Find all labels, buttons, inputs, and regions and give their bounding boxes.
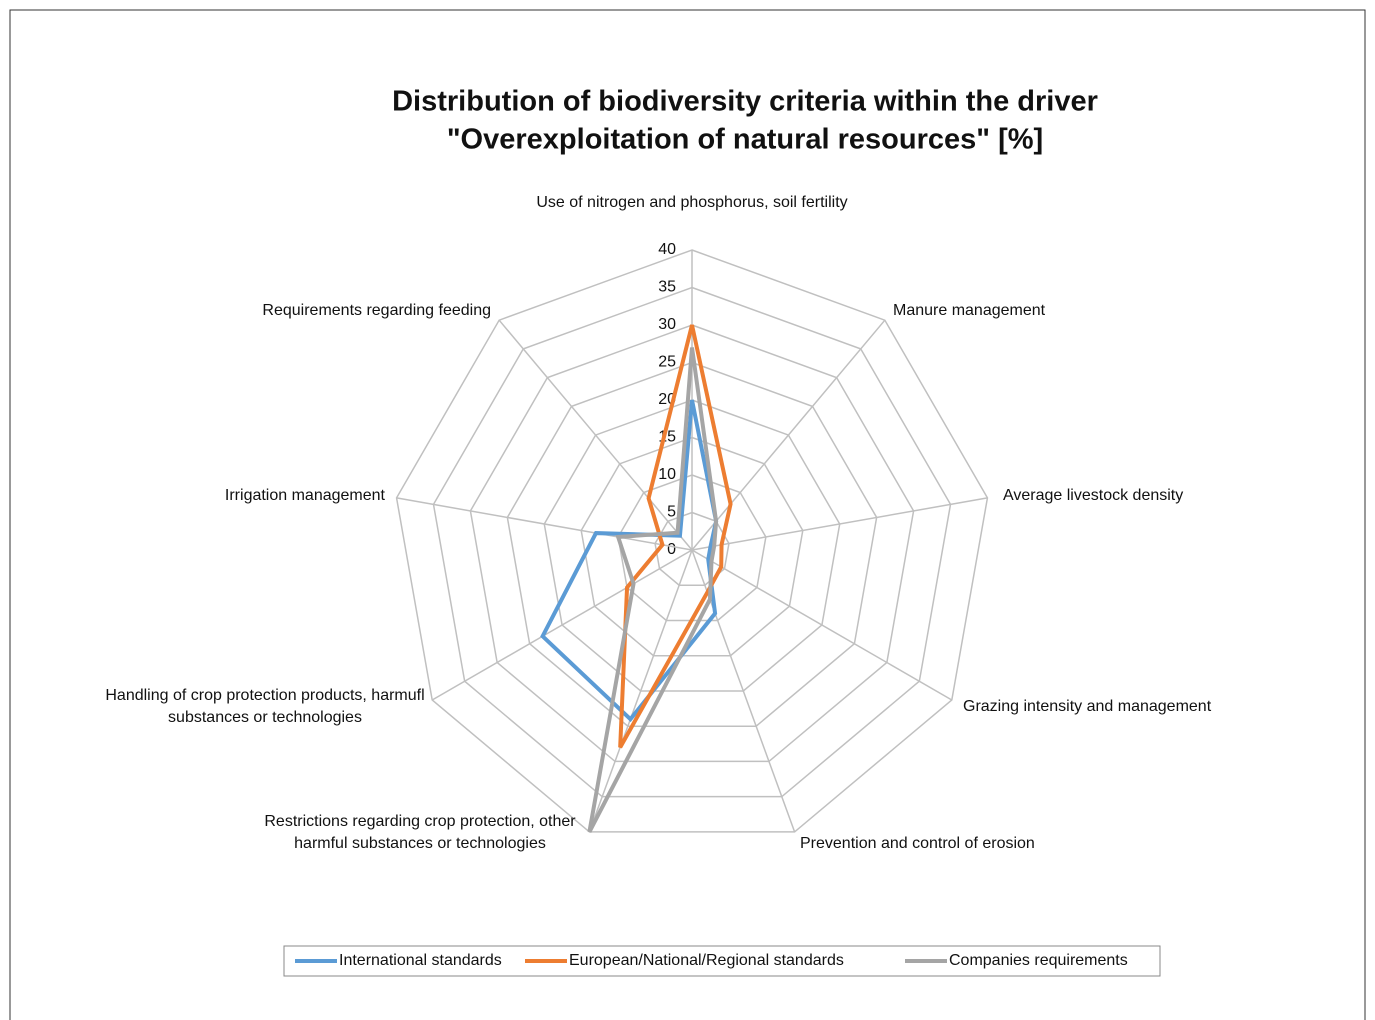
spoke bbox=[431, 549, 693, 701]
axis-label: Handling of crop protection products, ha… bbox=[105, 687, 425, 726]
r-tick-label: 30 bbox=[658, 316, 676, 333]
grid-ring bbox=[395, 249, 989, 833]
grid-ring bbox=[580, 436, 804, 657]
frame bbox=[9, 9, 1366, 1020]
r-tick-label: 40 bbox=[658, 241, 676, 258]
grid-ring bbox=[432, 286, 952, 798]
axis-label: Requirements regarding feeding bbox=[262, 302, 491, 319]
spoke bbox=[498, 319, 693, 551]
r-tick-label: 35 bbox=[658, 279, 676, 296]
r-tick-label: 5 bbox=[667, 504, 676, 521]
axis-label: Restrictions regarding crop protection, … bbox=[264, 813, 576, 852]
axis-label: Use of nitrogen and phosphorus, soil fer… bbox=[536, 194, 848, 211]
axis-label: Irrigation management bbox=[224, 487, 385, 504]
grid-ring bbox=[506, 361, 878, 727]
r-tick-label: 0 bbox=[667, 541, 676, 558]
spoke bbox=[588, 549, 693, 833]
axis-label: Grazing intensity and management bbox=[963, 698, 1212, 715]
axis-label: Prevention and control of erosion bbox=[800, 835, 1035, 852]
legend-box bbox=[283, 945, 1161, 977]
spoke bbox=[691, 549, 953, 701]
series-line bbox=[587, 347, 719, 833]
series-line bbox=[540, 399, 719, 723]
axis-label: Manure management bbox=[893, 302, 1046, 319]
r-tick-label: 10 bbox=[658, 466, 676, 483]
spoke bbox=[691, 319, 886, 551]
legend-label: Companies requirements bbox=[949, 952, 1128, 969]
grid-ring bbox=[543, 399, 841, 692]
chart-title: Distribution of biodiversity criteria wi… bbox=[392, 86, 1098, 118]
chart-subtitle: "Overexploitation of natural resources" … bbox=[447, 124, 1043, 156]
r-tick-label: 25 bbox=[658, 354, 676, 371]
axis-label: Average livestock density bbox=[1003, 487, 1184, 504]
grid-ring bbox=[469, 324, 915, 763]
legend-label: European/National/Regional standards bbox=[569, 952, 844, 969]
spoke bbox=[691, 497, 988, 551]
series-line bbox=[618, 324, 733, 749]
legend-label: International standards bbox=[339, 952, 502, 969]
spoke bbox=[396, 497, 693, 551]
